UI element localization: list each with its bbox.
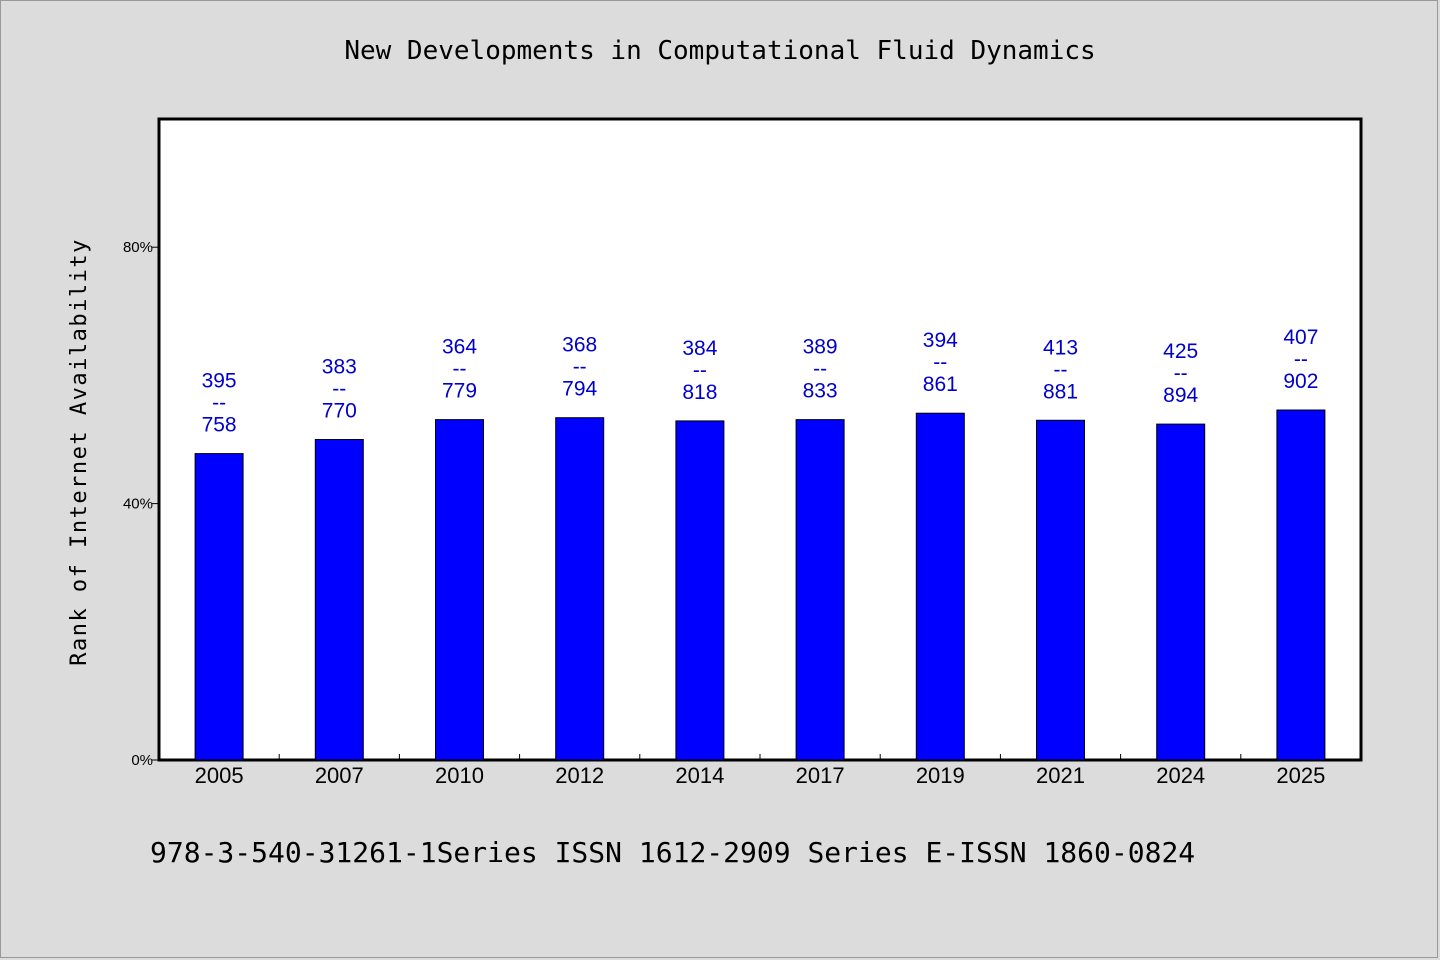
x-category-label: 2007 xyxy=(315,763,364,788)
data-label: 383 --770 xyxy=(322,356,357,423)
bar xyxy=(314,439,364,761)
data-label: 364 --779 xyxy=(442,336,477,403)
data-label: 425 --894 xyxy=(1163,340,1198,407)
data-label: 395 --758 xyxy=(202,370,237,437)
y-axis-label: Rank of Internet Availability xyxy=(67,238,92,666)
y-axis-ticks: 0% 40% 80% xyxy=(123,239,1242,769)
data-label: 368 --794 xyxy=(562,334,597,401)
bar xyxy=(194,453,244,761)
x-axis-categories: 2005 2007 2010 2012 2014 2017 2019 2021 2024 2025 xyxy=(195,763,1326,788)
bar xyxy=(675,420,725,761)
chart-title: New Developments in Computational Fluid … xyxy=(344,36,1096,66)
bar xyxy=(1276,409,1326,761)
y-tick-label: 0% xyxy=(131,752,153,769)
x-category-label: 2024 xyxy=(1156,763,1205,788)
x-category-label: 2005 xyxy=(195,763,244,788)
data-label: 394 --861 xyxy=(923,329,958,396)
y-tick-label: 80% xyxy=(123,239,153,256)
data-label: 407 --902 xyxy=(1283,326,1318,393)
data-label: 384 --818 xyxy=(682,337,717,404)
data-labels-group: 395 --758 383 --770 364 --779 368 --794 384 --818… xyxy=(202,326,1319,437)
data-label: 389 --833 xyxy=(803,336,838,403)
bars-group xyxy=(194,409,1326,761)
bar xyxy=(555,417,605,761)
x-category-label: 2019 xyxy=(916,763,965,788)
bar xyxy=(435,419,484,761)
bar xyxy=(915,412,965,761)
data-label: 413 --881 xyxy=(1043,336,1078,403)
bar xyxy=(1156,423,1206,761)
y-tick-label: 40% xyxy=(123,496,153,513)
x-category-label: 2021 xyxy=(1036,763,1085,788)
x-category-label: 2012 xyxy=(555,763,604,788)
bar xyxy=(795,419,845,761)
footer-note: 978-3-540-31261-1Series ISSN 1612-2909 S… xyxy=(150,836,1196,869)
x-category-label: 2014 xyxy=(675,763,724,788)
x-category-label: 2017 xyxy=(796,763,845,788)
x-category-label: 2010 xyxy=(435,763,484,788)
x-category-label: 2025 xyxy=(1276,763,1325,788)
bar xyxy=(1036,419,1085,761)
